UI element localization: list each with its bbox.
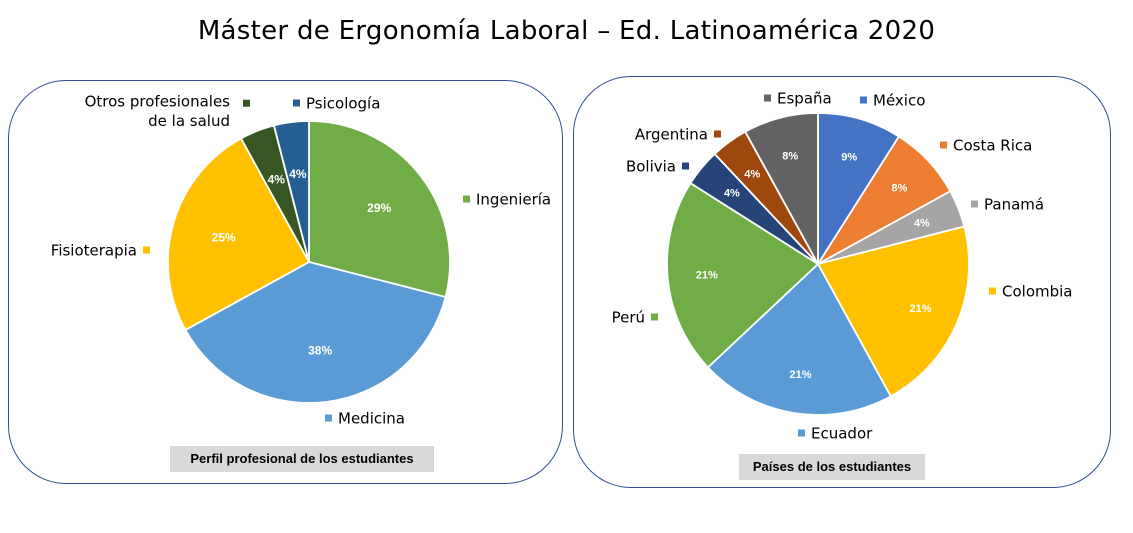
category-label-costa-rica: Costa Rica bbox=[953, 136, 1032, 154]
pie-value-label-espana: 8% bbox=[782, 151, 798, 163]
category-label-panama: Panamá bbox=[984, 195, 1044, 213]
category-label-bolivia: Bolivia bbox=[626, 157, 676, 175]
pie-value-label-costa-rica: 8% bbox=[892, 182, 908, 194]
legend-marker-costa-rica bbox=[940, 141, 947, 149]
category-label-espana: España bbox=[777, 89, 832, 107]
legend-marker-ingenieria bbox=[463, 195, 470, 203]
legend-marker-peru bbox=[651, 313, 658, 321]
pie-slice-peru bbox=[666, 181, 820, 369]
category-label-psicologia: Psicología bbox=[306, 94, 380, 112]
pie-slice-fisioterapia bbox=[167, 137, 311, 332]
category-label-mexico: México bbox=[873, 91, 925, 109]
category-label-ecuador: Ecuador bbox=[811, 424, 873, 442]
category-label-medicina: Medicina bbox=[338, 409, 405, 427]
legend-marker-argentina bbox=[714, 130, 721, 138]
category-label-ingenieria: Ingeniería bbox=[476, 190, 551, 208]
pie-value-label-peru: 21% bbox=[696, 269, 718, 281]
legend-marker-medicina bbox=[325, 414, 332, 422]
pie-value-label-bolivia: 4% bbox=[724, 188, 740, 200]
pie-slice-colombia bbox=[816, 225, 970, 398]
pie-value-label-psicologia: 4% bbox=[289, 167, 307, 181]
pie-value-label-fisioterapia: 25% bbox=[212, 230, 236, 244]
legend-marker-fisioterapia bbox=[143, 246, 150, 254]
legend-marker-panama bbox=[971, 200, 978, 208]
legend-marker-otros-profesionales-de-la-salud bbox=[243, 99, 250, 107]
category-label-fisioterapia: Fisioterapia bbox=[51, 241, 137, 259]
legend-marker-mexico bbox=[860, 96, 867, 104]
legend-marker-bolivia bbox=[682, 162, 689, 170]
legend-marker-espana bbox=[764, 94, 771, 102]
category-label-otros-profesionales-de-la-salud-line-1: Otros profesionales bbox=[85, 93, 231, 111]
pie-value-label-ecuador: 21% bbox=[790, 369, 812, 381]
chart-caption-profession: Perfil profesional de los estudiantes bbox=[170, 446, 434, 472]
pie-value-label-otros-profesionales-de-la-salud: 4% bbox=[268, 173, 286, 187]
pie-value-label-colombia: 21% bbox=[910, 303, 932, 315]
legend-marker-psicologia bbox=[293, 99, 300, 107]
page-title: Máster de Ergonomía Laboral – Ed. Latino… bbox=[197, 16, 936, 46]
pie-slice-espana bbox=[744, 112, 819, 265]
pie-slice-medicina bbox=[184, 261, 447, 404]
pie-slice-psicologia bbox=[272, 120, 310, 263]
category-label-argentina: Argentina bbox=[635, 125, 708, 143]
pie-slice-mexico bbox=[817, 112, 901, 268]
pie-value-label-argentina: 4% bbox=[744, 168, 760, 180]
pie-slice-ingenieria bbox=[308, 120, 451, 299]
legend-marker-ecuador bbox=[798, 429, 805, 437]
category-label-colombia: Colombia bbox=[1002, 282, 1073, 300]
chart-caption-countries: Países de los estudiantes bbox=[739, 454, 925, 480]
pie-slice-ecuador bbox=[706, 262, 892, 416]
pie-value-label-panama: 4% bbox=[914, 218, 930, 230]
pie-value-label-ingenieria: 29% bbox=[367, 201, 391, 215]
category-label-otros-profesionales-de-la-salud-line-2: de la salud bbox=[148, 112, 230, 130]
category-label-peru: Perú bbox=[612, 308, 645, 326]
pie-value-label-medicina: 38% bbox=[308, 343, 332, 357]
legend-marker-colombia bbox=[989, 287, 996, 295]
pie-value-label-mexico: 9% bbox=[841, 152, 857, 164]
